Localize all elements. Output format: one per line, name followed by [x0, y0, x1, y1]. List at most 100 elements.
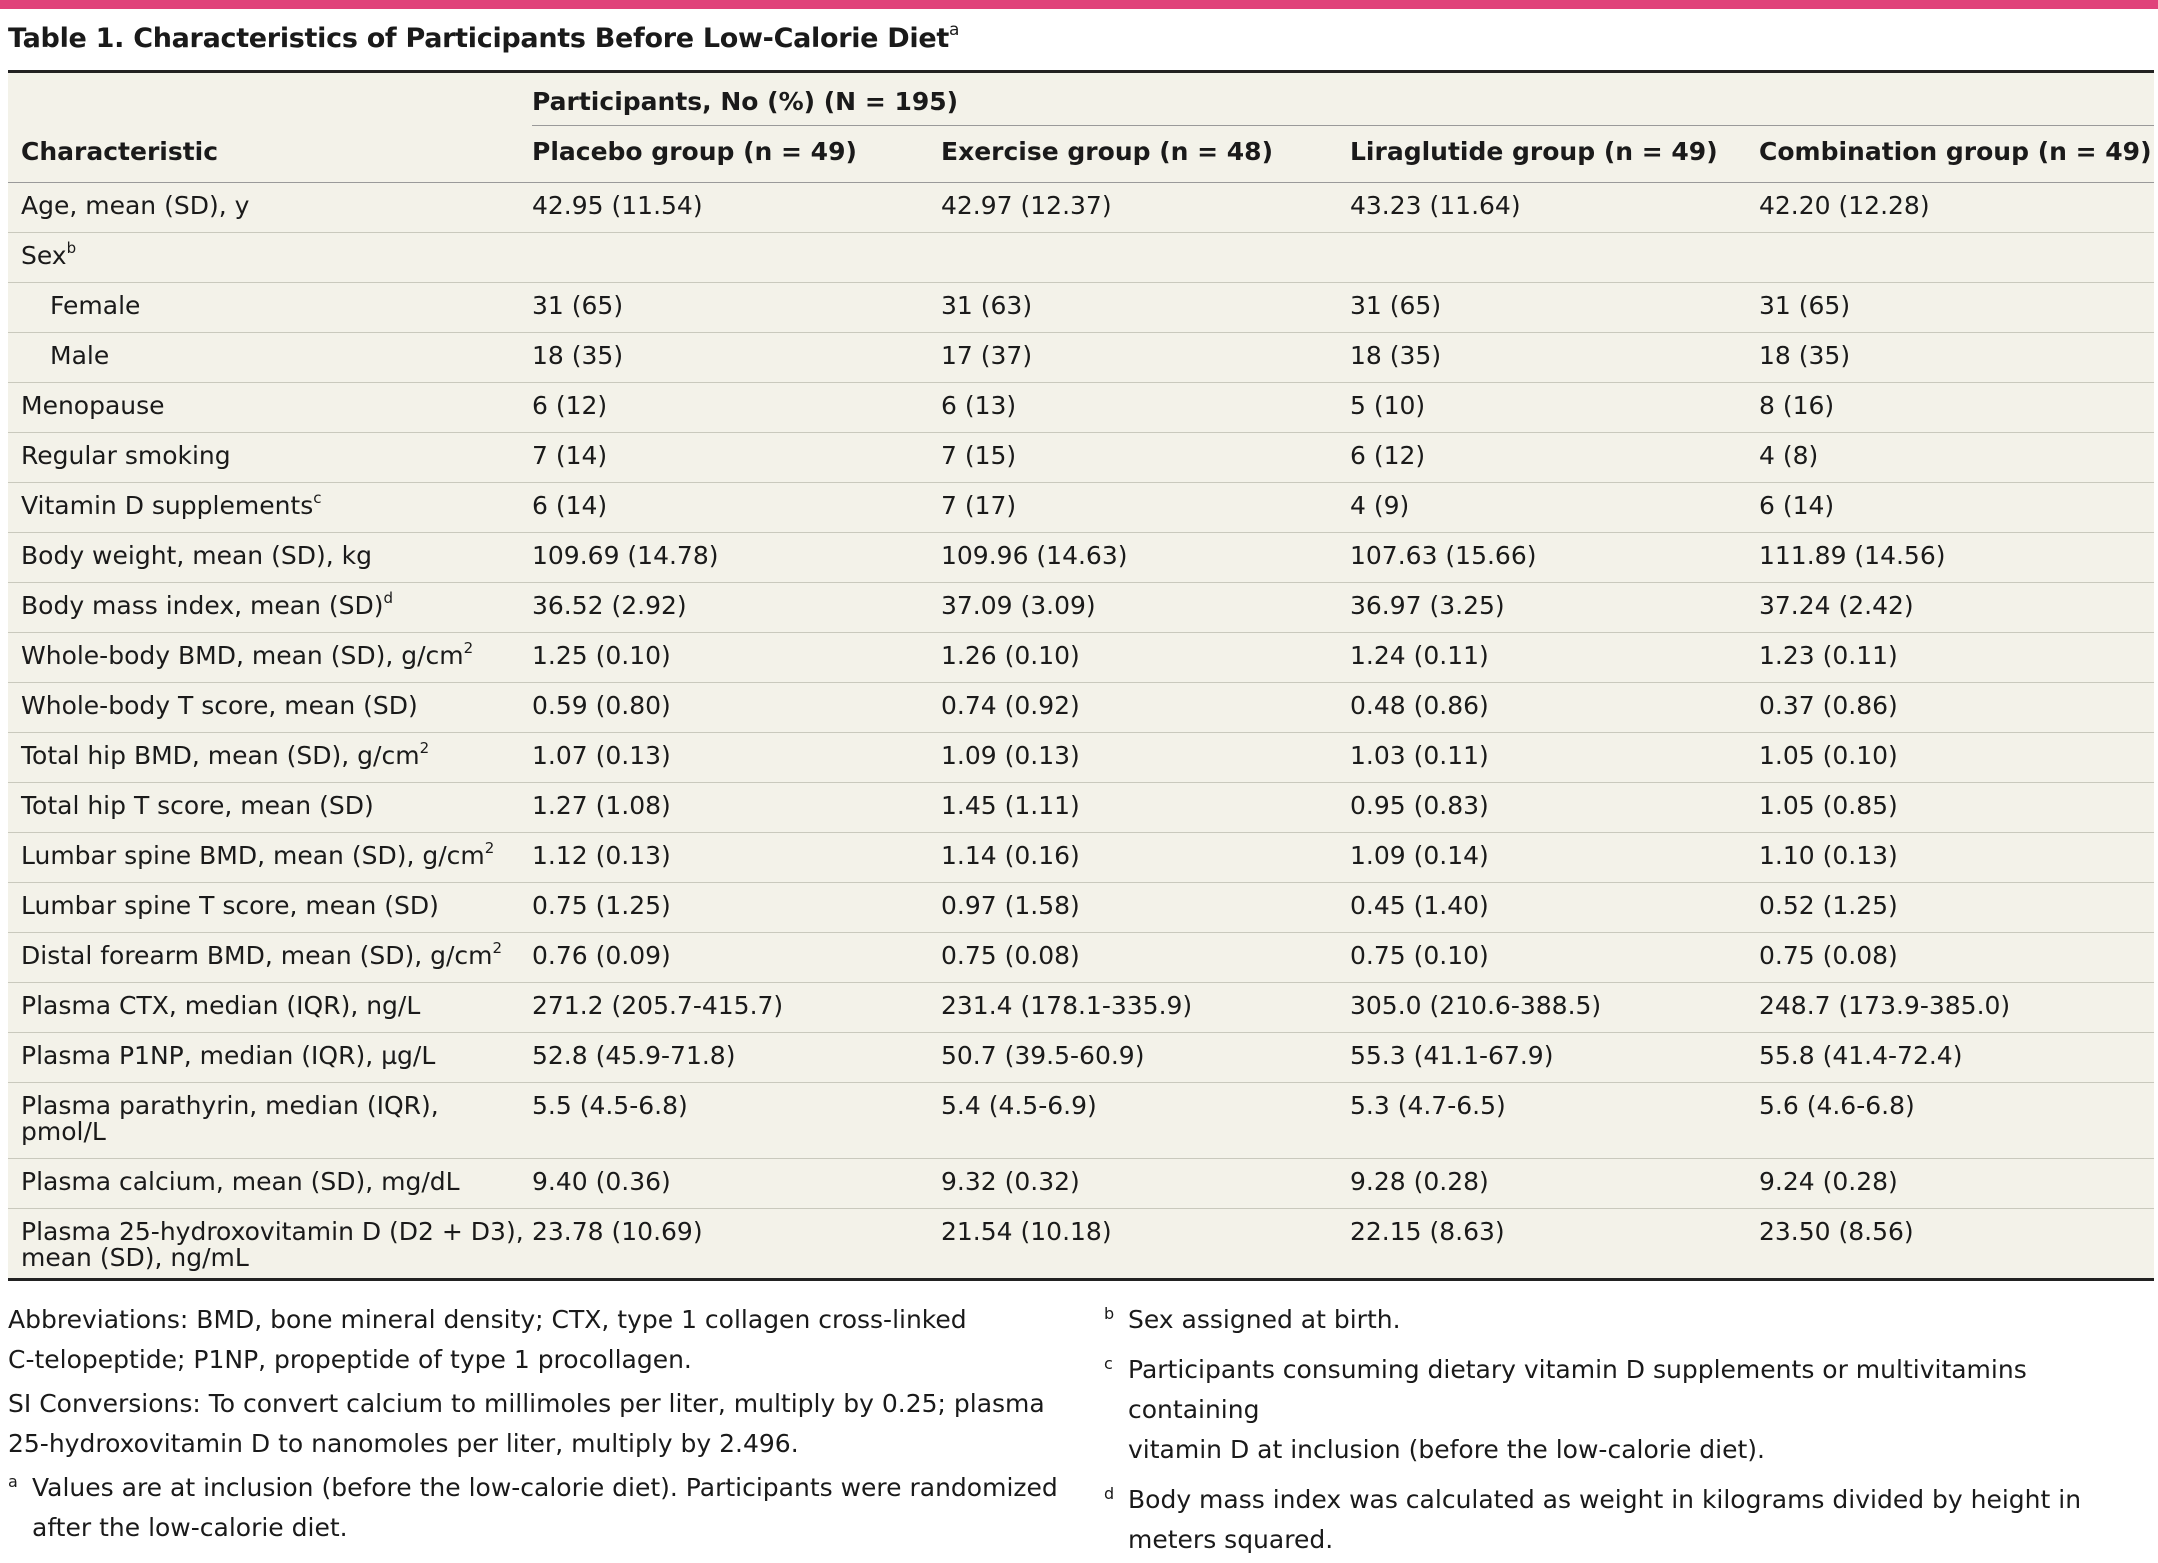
row-value: 1.05 (0.10) — [1759, 741, 1898, 770]
footnote-d: d Body mass index was calculated as weig… — [1104, 1484, 2082, 1554]
row-value: 17 (37) — [941, 341, 1033, 370]
row-value: 1.14 (0.16) — [941, 841, 1080, 870]
row-value: 37.24 (2.42) — [1759, 591, 1914, 620]
placebo-column-header: Placebo group (n = 49) — [532, 137, 857, 166]
row-value: 18 (35) — [1759, 341, 1851, 370]
table-row: Menopause 6 (12) 6 (13) 5 (10) 8 (16) — [8, 383, 2154, 433]
footnote-b: b Sex assigned at birth. — [1104, 1304, 1401, 1334]
row-value: 248.7 (173.9-385.0) — [1759, 991, 2011, 1020]
row-value: 109.96 (14.63) — [941, 541, 1128, 570]
row-value: 1.25 (0.10) — [532, 641, 671, 670]
table-row: Plasma P1NP, median (IQR), µg/L 52.8 (45.… — [8, 1033, 2154, 1083]
top-accent-bar — [0, 0, 2158, 9]
row-value: 4 (9) — [1350, 491, 1410, 520]
row-value: 9.32 (0.32) — [941, 1167, 1080, 1196]
table-row: Plasma parathyrin, median (IQR), pmol/L 5.… — [8, 1083, 2154, 1159]
row-value: 1.03 (0.11) — [1350, 741, 1489, 770]
table-row: Body mass index, mean (SD)d 36.52 (2.92) 3… — [8, 583, 2154, 633]
row-value: 22.15 (8.63) — [1350, 1217, 1505, 1246]
row-value: 0.74 (0.92) — [941, 691, 1080, 720]
span-header-rule — [532, 125, 2154, 126]
row-value: 0.75 (1.25) — [532, 891, 671, 920]
row-value: 31 (65) — [1759, 291, 1851, 320]
row-value: 5.5 (4.5-6.8) — [532, 1091, 688, 1120]
row-value: 23.50 (8.56) — [1759, 1217, 1914, 1246]
row-value: 0.45 (1.40) — [1350, 891, 1489, 920]
footnotes-right: b Sex assigned at birth. c Participants … — [1104, 1300, 2154, 1560]
row-label: Lumbar spine T score, mean (SD) — [21, 891, 439, 920]
row-value: 4 (8) — [1759, 441, 1819, 470]
row-value: 42.20 (12.28) — [1759, 191, 1930, 220]
row-value: 1.09 (0.13) — [941, 741, 1080, 770]
row-label: Female — [50, 291, 141, 320]
table-row: Male 18 (35) 17 (37) 18 (35) 18 (35) — [8, 333, 2154, 383]
table-row: Whole-body T score, mean (SD) 0.59 (0.80)… — [8, 683, 2154, 733]
row-label: Total hip T score, mean (SD) — [21, 791, 374, 820]
row-value: 1.09 (0.14) — [1350, 841, 1489, 870]
row-value: 0.76 (0.09) — [532, 941, 671, 970]
row-value: 9.28 (0.28) — [1350, 1167, 1489, 1196]
row-value: 0.52 (1.25) — [1759, 891, 1898, 920]
row-value: 1.27 (1.08) — [532, 791, 671, 820]
row-value: 31 (65) — [532, 291, 624, 320]
row-value: 8 (16) — [1759, 391, 1835, 420]
row-value: 37.09 (3.09) — [941, 591, 1096, 620]
row-value: 231.4 (178.1-335.9) — [941, 991, 1193, 1020]
row-value: 5.3 (4.7-6.5) — [1350, 1091, 1506, 1120]
table-row: Plasma CTX, median (IQR), ng/L 271.2 (205… — [8, 983, 2154, 1033]
row-value: 7 (17) — [941, 491, 1017, 520]
table-row: Plasma 25-hydroxovitamin D (D2 + D3), mea… — [8, 1209, 2154, 1285]
row-value: 109.69 (14.78) — [532, 541, 719, 570]
footnotes-left: Abbreviations: BMD, bone mineral density… — [8, 1300, 1068, 1548]
row-value: 1.26 (0.10) — [941, 641, 1080, 670]
row-value: 5.6 (4.6-6.8) — [1759, 1091, 1915, 1120]
row-label: Whole-body BMD, mean (SD), g/cm2 — [21, 638, 474, 670]
row-value: 0.59 (0.80) — [532, 691, 671, 720]
row-value: 55.8 (41.4-72.4) — [1759, 1041, 1963, 1070]
row-value: 5 (10) — [1350, 391, 1426, 420]
row-value: 50.7 (39.5-60.9) — [941, 1041, 1145, 1070]
row-value: 21.54 (10.18) — [941, 1217, 1112, 1246]
row-label: Vitamin D supplementsc — [21, 488, 322, 520]
row-value: 6 (13) — [941, 391, 1017, 420]
table-row: Lumbar spine T score, mean (SD) 0.75 (1.2… — [8, 883, 2154, 933]
footnote-c: c Participants consuming dietary vitamin… — [1104, 1354, 2027, 1464]
row-label: Body weight, mean (SD), kg — [21, 541, 372, 570]
footnote-a: a Values are at inclusion (before the lo… — [8, 1472, 1058, 1542]
table-row: Body weight, mean (SD), kg 109.69 (14.78)… — [8, 533, 2154, 583]
row-value: 7 (15) — [941, 441, 1017, 470]
row-value: 111.89 (14.56) — [1759, 541, 1946, 570]
table-row: Regular smoking 7 (14) 7 (15) 6 (12) 4 (8) — [8, 433, 2154, 483]
row-label: Whole-body T score, mean (SD) — [21, 691, 418, 720]
table-row: Plasma calcium, mean (SD), mg/dL 9.40 (0.… — [8, 1159, 2154, 1209]
row-value: 6 (12) — [1350, 441, 1426, 470]
abbreviations-note: Abbreviations: BMD, bone mineral density… — [8, 1305, 967, 1374]
table-row: Distal forearm BMD, mean (SD), g/cm2 0.76… — [8, 933, 2154, 983]
row-value: 1.45 (1.11) — [941, 791, 1080, 820]
row-value: 0.48 (0.86) — [1350, 691, 1489, 720]
row-label: Regular smoking — [21, 441, 231, 470]
row-label: Plasma calcium, mean (SD), mg/dL — [21, 1167, 460, 1196]
table-title: Table 1. Characteristics of Participants… — [8, 20, 960, 54]
row-value: 0.75 (0.08) — [941, 941, 1080, 970]
si-conversions-note: SI Conversions: To convert calcium to mi… — [8, 1389, 1045, 1458]
table-row: Total hip T score, mean (SD) 1.27 (1.08) 1… — [8, 783, 2154, 833]
row-label: Plasma parathyrin, median (IQR), pmol/L — [21, 1091, 439, 1146]
row-label: Age, mean (SD), y — [21, 191, 250, 220]
row-value: 7 (14) — [532, 441, 608, 470]
table-row: Female 31 (65) 31 (63) 31 (65) 31 (65) — [8, 283, 2154, 333]
row-value: 1.05 (0.85) — [1759, 791, 1898, 820]
row-label: Lumbar spine BMD, mean (SD), g/cm2 — [21, 838, 495, 870]
exercise-column-header: Exercise group (n = 48) — [941, 137, 1274, 166]
row-value: 1.10 (0.13) — [1759, 841, 1898, 870]
row-value: 6 (14) — [532, 491, 608, 520]
participants-span-header: Participants, No (%) (N = 195) — [532, 87, 959, 116]
row-value: 36.97 (3.25) — [1350, 591, 1505, 620]
row-value: 0.97 (1.58) — [941, 891, 1080, 920]
row-value: 43.23 (11.64) — [1350, 191, 1521, 220]
table-row: Age, mean (SD), y 42.95 (11.54) 42.97 (12.… — [8, 183, 2154, 233]
characteristic-column-header: Characteristic — [21, 137, 219, 166]
row-value: 305.0 (210.6-388.5) — [1350, 991, 1602, 1020]
row-value: 52.8 (45.9-71.8) — [532, 1041, 736, 1070]
row-value: 23.78 (10.69) — [532, 1217, 703, 1246]
